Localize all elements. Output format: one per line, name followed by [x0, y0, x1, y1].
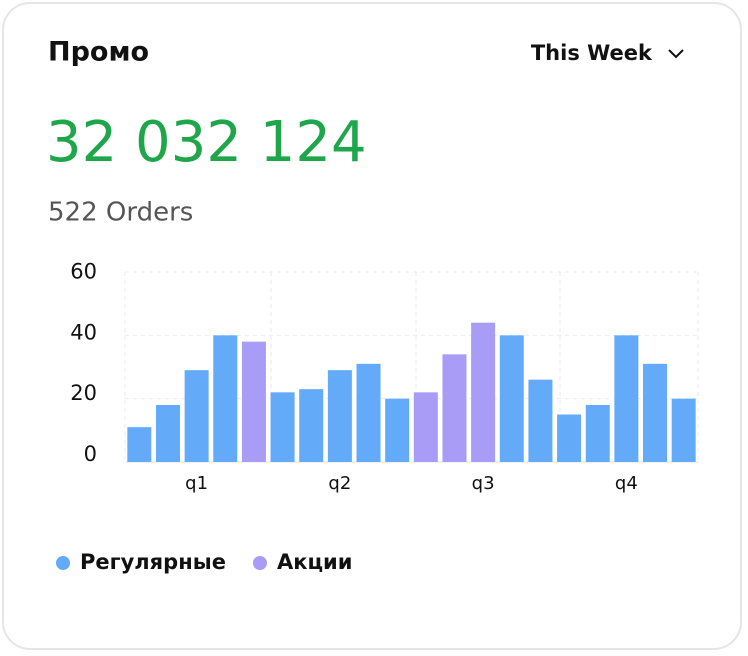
period-dropdown[interactable]: This Week	[531, 41, 684, 65]
bar	[299, 389, 324, 462]
bar	[127, 427, 152, 462]
legend-marker	[56, 556, 70, 570]
bar	[385, 398, 410, 462]
chevron-icon[interactable]	[668, 49, 684, 59]
bar	[356, 363, 381, 462]
bar	[413, 392, 438, 462]
y-tick-label: 20	[70, 381, 97, 405]
vertical-grid	[124, 272, 699, 462]
orders-count: 522 Orders	[48, 198, 193, 228]
y-tick-label: 60	[70, 260, 97, 284]
bar	[184, 370, 209, 462]
bar	[499, 335, 524, 462]
bar	[643, 363, 668, 462]
card	[2, 2, 742, 650]
bar	[327, 370, 352, 462]
bar	[614, 335, 639, 462]
x-tick-label: q3	[472, 473, 495, 494]
legend-label: Регулярные	[80, 550, 226, 574]
y-tick-label: 0	[84, 442, 97, 466]
legend-label: Акции	[277, 550, 353, 574]
bar	[528, 379, 553, 462]
bar	[155, 405, 180, 462]
x-tick-label: q2	[328, 473, 351, 494]
total-value: 32 032 124	[46, 110, 367, 175]
bar	[671, 398, 696, 462]
legend-marker	[252, 556, 267, 570]
x-tick-label: q1	[185, 473, 208, 494]
y-tick-label: 40	[70, 320, 97, 344]
bar	[585, 405, 610, 462]
period-label[interactable]: This Week	[531, 41, 653, 65]
card-title: Промо	[48, 37, 149, 68]
bar	[213, 335, 238, 462]
bar	[471, 322, 496, 462]
bar	[442, 354, 467, 462]
bar	[241, 341, 266, 462]
bar	[270, 392, 295, 462]
x-tick-label: q4	[615, 473, 638, 494]
bar	[557, 414, 582, 462]
